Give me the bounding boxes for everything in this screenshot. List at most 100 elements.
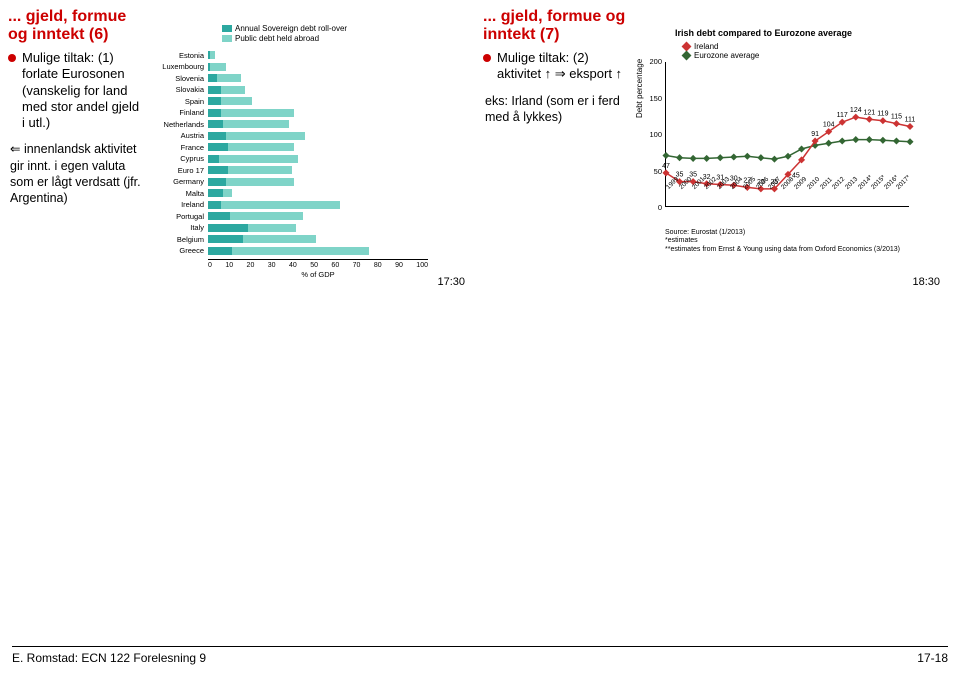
slide7-bullet-text: Mulige tiltak: (2) aktivitet ↑ ⇒ eksport… <box>497 50 627 83</box>
slide6-left-column: ... gjeld, formue og inntekt (6) Mulige … <box>8 8 148 288</box>
bar-row: Belgium <box>152 234 452 244</box>
y-tick: 50 <box>642 167 662 176</box>
line-chart-y-ticks: 200 150 100 50 0 <box>642 57 662 212</box>
page-footer: E. Romstad: ECN 122 Forelesning 9 17-18 <box>12 646 948 665</box>
bar-row: Slovenia <box>152 73 452 83</box>
x-tick: 30 <box>268 262 276 269</box>
bar-label: France <box>152 143 208 152</box>
slide6-subtext: ⇐ innenlandsk aktivitet gir innt. i egen… <box>10 141 142 206</box>
bar-track <box>208 155 452 163</box>
bar-row: Ireland <box>152 200 452 210</box>
bar-row: Greece <box>152 246 452 256</box>
bar-chart-x-axis: 0102030405060708090100 <box>208 259 428 269</box>
legend-item: Public debt held abroad <box>222 34 347 43</box>
x-tick: 80 <box>374 262 382 269</box>
bar-track <box>208 51 452 59</box>
bar-chart: Annual Sovereign debt roll-overPublic de… <box>152 28 452 279</box>
slides-container: ... gjeld, formue og inntekt (6) Mulige … <box>0 0 960 296</box>
bar-label: Finland <box>152 108 208 117</box>
y-tick: 0 <box>642 203 662 212</box>
slide7-left-column: ... gjeld, formue og inntekt (7) Mulige … <box>483 8 633 288</box>
bar-label: Slovakia <box>152 85 208 94</box>
bar-row: France <box>152 142 452 152</box>
bar-track <box>208 235 452 243</box>
bar-track <box>208 201 452 209</box>
bar-row: Italy <box>152 223 452 233</box>
footer-left: E. Romstad: ECN 122 Forelesning 9 <box>12 651 206 665</box>
bar-row: Slovakia <box>152 85 452 95</box>
bar-row: Germany <box>152 177 452 187</box>
bar-row: Estonia <box>152 50 452 60</box>
line-chart-title: Irish debt compared to Eurozone average <box>675 28 919 38</box>
y-tick: 200 <box>642 57 662 66</box>
x-tick: 70 <box>353 262 361 269</box>
svg-text:47: 47 <box>662 163 670 170</box>
bar-track <box>208 97 452 105</box>
line-chart-source: Source: Eurostat (1/2013)*estimates**est… <box>665 229 919 254</box>
bar-track <box>208 120 452 128</box>
bar-label: Portugal <box>152 212 208 221</box>
bar-label: Italy <box>152 223 208 232</box>
bar-label: Netherlands <box>152 120 208 129</box>
y-tick: 150 <box>642 94 662 103</box>
bar-label: Estonia <box>152 51 208 60</box>
bar-label: Spain <box>152 97 208 106</box>
bar-track <box>208 132 452 140</box>
bar-chart-bars: Estonia Luxembourg Slovenia Slovakia Spain Fi… <box>152 50 452 256</box>
bar-chart-x-label: % of GDP <box>208 270 428 279</box>
bar-track <box>208 166 452 174</box>
slide-7: ... gjeld, formue og inntekt (7) Mulige … <box>483 8 948 288</box>
svg-text:117: 117 <box>837 112 848 119</box>
bar-track <box>208 109 452 117</box>
slide6-chart-area: Annual Sovereign debt roll-overPublic de… <box>148 8 473 288</box>
x-tick: 0 <box>208 262 212 269</box>
bar-track <box>208 212 452 220</box>
svg-text:104: 104 <box>823 122 835 129</box>
svg-text:91: 91 <box>811 131 819 138</box>
bar-row: Netherlands <box>152 119 452 129</box>
line-chart-legend: IrelandEurozone average <box>683 42 919 60</box>
bar-label: Euro 17 <box>152 166 208 175</box>
bullet-icon <box>483 54 491 62</box>
bar-track <box>208 247 452 255</box>
svg-text:124: 124 <box>850 107 862 114</box>
y-tick: 100 <box>642 130 662 139</box>
bar-row: Spain <box>152 96 452 106</box>
slide7-timestamp: 18:30 <box>912 276 940 288</box>
x-tick: 50 <box>310 262 318 269</box>
bar-track <box>208 143 452 151</box>
slide6-bullet: Mulige tiltak: (1) forlate Eurosonen (va… <box>8 50 142 131</box>
bar-track <box>208 86 452 94</box>
slide6-title: ... gjeld, formue og inntekt (6) <box>8 8 142 44</box>
line-chart-x-ticks: 1999200020012002200320042005200620072008… <box>665 176 909 183</box>
bar-track <box>208 189 452 197</box>
bar-label: Slovenia <box>152 74 208 83</box>
bar-label: Greece <box>152 246 208 255</box>
bar-label: Ireland <box>152 200 208 209</box>
slide7-bullet: Mulige tiltak: (2) aktivitet ↑ ⇒ eksport… <box>483 50 627 83</box>
bar-label: Cyprus <box>152 154 208 163</box>
svg-text:115: 115 <box>891 114 902 121</box>
x-tick: 20 <box>247 262 255 269</box>
footer-right: 17-18 <box>917 651 948 665</box>
bar-label: Belgium <box>152 235 208 244</box>
x-tick: 10 <box>225 262 233 269</box>
x-tick: 90 <box>395 262 403 269</box>
bar-row: Malta <box>152 188 452 198</box>
svg-text:111: 111 <box>905 117 916 124</box>
legend-item: Ireland <box>683 42 919 51</box>
x-tick: 60 <box>331 262 339 269</box>
slide7-title: ... gjeld, formue og inntekt (7) <box>483 8 627 44</box>
bar-row: Finland <box>152 108 452 118</box>
bar-track <box>208 63 452 71</box>
line-chart: Irish debt compared to Eurozone average … <box>639 28 919 254</box>
legend-item: Annual Sovereign debt roll-over <box>222 24 347 33</box>
slide-6: ... gjeld, formue og inntekt (6) Mulige … <box>8 8 473 288</box>
bar-row: Luxembourg <box>152 62 452 72</box>
bar-row: Cyprus <box>152 154 452 164</box>
bar-row: Portugal <box>152 211 452 221</box>
slide6-timestamp: 17:30 <box>437 276 465 288</box>
bar-track <box>208 74 452 82</box>
bar-label: Germany <box>152 177 208 186</box>
svg-text:119: 119 <box>877 111 888 118</box>
